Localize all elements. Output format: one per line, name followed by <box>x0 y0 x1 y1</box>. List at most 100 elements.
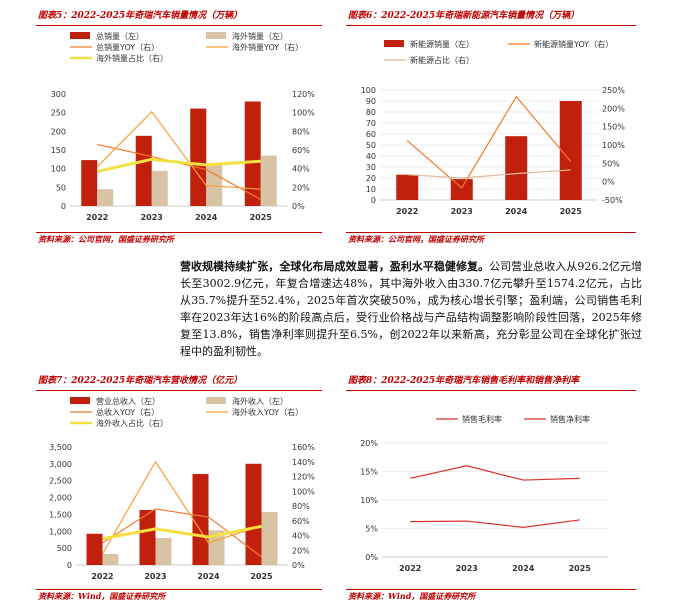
series-line <box>102 524 262 541</box>
x-tick-label: 2025 <box>569 564 592 573</box>
y-tick-label-right: 80% <box>292 127 310 136</box>
y-tick-label-right: 100% <box>602 141 625 150</box>
x-tick-label: 2025 <box>250 213 273 222</box>
x-tick-label: 2022 <box>396 207 418 216</box>
series-line <box>96 157 261 173</box>
y-tick-label-left: 60 <box>366 130 376 139</box>
y-tick-label-left: 150 <box>51 146 66 155</box>
x-tick-label: 2023 <box>456 564 478 573</box>
bar <box>86 533 103 565</box>
chart-title: 图表5：2022-2025年奇瑞汽车销量情况（万辆） <box>36 8 322 26</box>
y-tick-label-right: 40% <box>292 532 310 541</box>
y-tick-label-left: 100 <box>361 86 376 95</box>
chart-svg-margins: 0% 5% 10% 15% 20% 2022 2023 2024 2025 销售毛利率 销售净利率 <box>360 414 608 573</box>
y-tick-label-left: 40 <box>366 152 376 161</box>
y-tick-label-left: 500 <box>57 544 72 553</box>
y-tick-label-right: 0% <box>292 202 305 211</box>
y-tick-label-left: 90 <box>366 97 376 106</box>
y-tick-label-right: 80% <box>292 502 310 511</box>
y-tick-label-left: 0 <box>67 561 72 570</box>
bar <box>206 163 223 206</box>
chart-title: 图表7：2022-2025年奇瑞汽车营收情况（亿元） <box>36 373 322 391</box>
legend-label: 销售净利率 <box>550 414 590 424</box>
y-tick-label-left: 80 <box>366 108 376 117</box>
y-tick-label-left: 50 <box>56 183 66 192</box>
y-tick-label-left: 200 <box>51 127 66 136</box>
chart-source: 资料来源：Wind，国盛证券研究所 <box>346 589 636 601</box>
y-tick-label-right: 140% <box>292 458 315 467</box>
x-tick-label: 2022 <box>399 564 421 573</box>
paragraph-lead: 营收规模持续扩张，全球化布局成效显著，盈利水平稳健修复。 <box>180 260 490 273</box>
legend-label: 新能源销量YOY（右） <box>534 39 613 49</box>
y-tick-label-right: 200% <box>602 104 625 113</box>
bar <box>192 474 209 565</box>
legend-label: 海外收入占比（右） <box>96 418 168 428</box>
y-tick-label-right: 100% <box>292 487 315 496</box>
legend-label: 总销量（左） <box>96 31 144 41</box>
series-line <box>407 169 571 179</box>
bar <box>97 189 114 206</box>
y-tick-label-left: 2,000 <box>49 494 72 503</box>
series-line <box>101 460 262 555</box>
x-tick-label: 2024 <box>512 564 535 573</box>
legend-label: 销售毛利率 <box>462 414 502 424</box>
chart-panel-sales: 图表5：2022-2025年奇瑞汽车销量情况（万辆） 0 50 100 150 200 2… <box>36 8 322 246</box>
bar <box>260 155 277 206</box>
bar <box>450 179 473 200</box>
chart-panel-nev-sales: 图表6：2022-2025年奇瑞新能源汽车销量情况（万辆） 0 10 20 30 40 5… <box>346 8 636 246</box>
y-tick-label-left: 1,500 <box>49 510 72 519</box>
y-tick-label-right: 40% <box>292 165 310 174</box>
chart-title: 图表8：2022-2025年奇瑞汽车销售毛利率和销售净利率 <box>346 373 636 391</box>
legend-label: 总销量YOY（右） <box>96 42 159 52</box>
x-tick-label: 2024 <box>197 572 220 581</box>
y-tick-label-left: 0 <box>371 196 376 205</box>
paragraph-body: 公司营业总收入从926.2亿元增长至3002.9亿元，年复合增速达48%，其中海… <box>180 260 642 358</box>
legend-label: 营业总收入（左） <box>96 396 160 406</box>
x-tick-label: 2025 <box>250 572 273 581</box>
chart-svg-sales: 0 50 100 150 200 250 300 0% 20% 40% 60% 80% 100% 120%… <box>51 31 316 222</box>
y-tick-label-left: 10 <box>366 185 376 194</box>
bar <box>559 101 582 200</box>
y-tick-label-right: 120% <box>292 90 315 99</box>
y-tick-label-left: 250 <box>51 109 66 118</box>
bar <box>245 463 262 565</box>
y-tick-label-right: 60% <box>292 146 310 155</box>
bar <box>151 170 168 206</box>
legend-swatch <box>70 32 90 39</box>
series-line <box>102 508 262 558</box>
analysis-paragraph: 营收规模持续扩张，全球化布局成效显著，盈利水平稳健修复。公司营业总收入从926.… <box>180 258 642 360</box>
legend-label: 新能源销量（左） <box>410 39 474 49</box>
chart-panel-margins: 图表8：2022-2025年奇瑞汽车销售毛利率和销售净利率 0% 5% 10% 15%… <box>346 373 636 603</box>
series-line <box>406 95 572 189</box>
legend-label: 海外销量YOY（右） <box>232 42 303 52</box>
chart-panel-revenue: 图表7：2022-2025年奇瑞汽车营收情况（亿元） 0 500 1,000 1,50… <box>36 373 322 603</box>
y-tick-label-right: 160% <box>292 443 315 452</box>
x-tick-label: 2024 <box>505 207 528 216</box>
y-tick-label-left: 5% <box>365 525 378 534</box>
bar <box>244 101 261 206</box>
bar <box>81 160 98 206</box>
legend-swatch <box>206 397 226 404</box>
legend-label: 海外销量占比（右） <box>96 53 168 63</box>
y-tick-label-right: 120% <box>292 473 315 482</box>
y-tick-label-left: 50 <box>366 141 376 150</box>
bar <box>396 174 419 200</box>
chart-source: 资料来源：Wind，国盛证券研究所 <box>36 589 322 601</box>
y-tick-label-left: 0% <box>365 553 378 562</box>
x-tick-label: 2022 <box>91 572 113 581</box>
y-tick-label-left: 10% <box>360 496 378 505</box>
y-tick-label-left: 3,000 <box>49 460 72 469</box>
bar <box>139 509 156 565</box>
chart-source: 资料来源：公司官网，国盛证券研究所 <box>346 232 636 244</box>
series-line <box>410 519 580 528</box>
y-tick-label-right: 0% <box>292 561 305 570</box>
x-tick-label: 2025 <box>560 207 583 216</box>
x-tick-label: 2022 <box>86 213 108 222</box>
chart-source: 资料来源：公司官网，国盛证券研究所 <box>36 232 322 244</box>
series-line <box>97 143 262 200</box>
x-tick-label: 2023 <box>141 213 163 222</box>
y-tick-label-left: 20 <box>366 174 376 183</box>
y-tick-label-left: 0 <box>61 202 66 211</box>
bar <box>261 511 278 565</box>
legend-label: 总收入YOY（右） <box>96 407 159 417</box>
